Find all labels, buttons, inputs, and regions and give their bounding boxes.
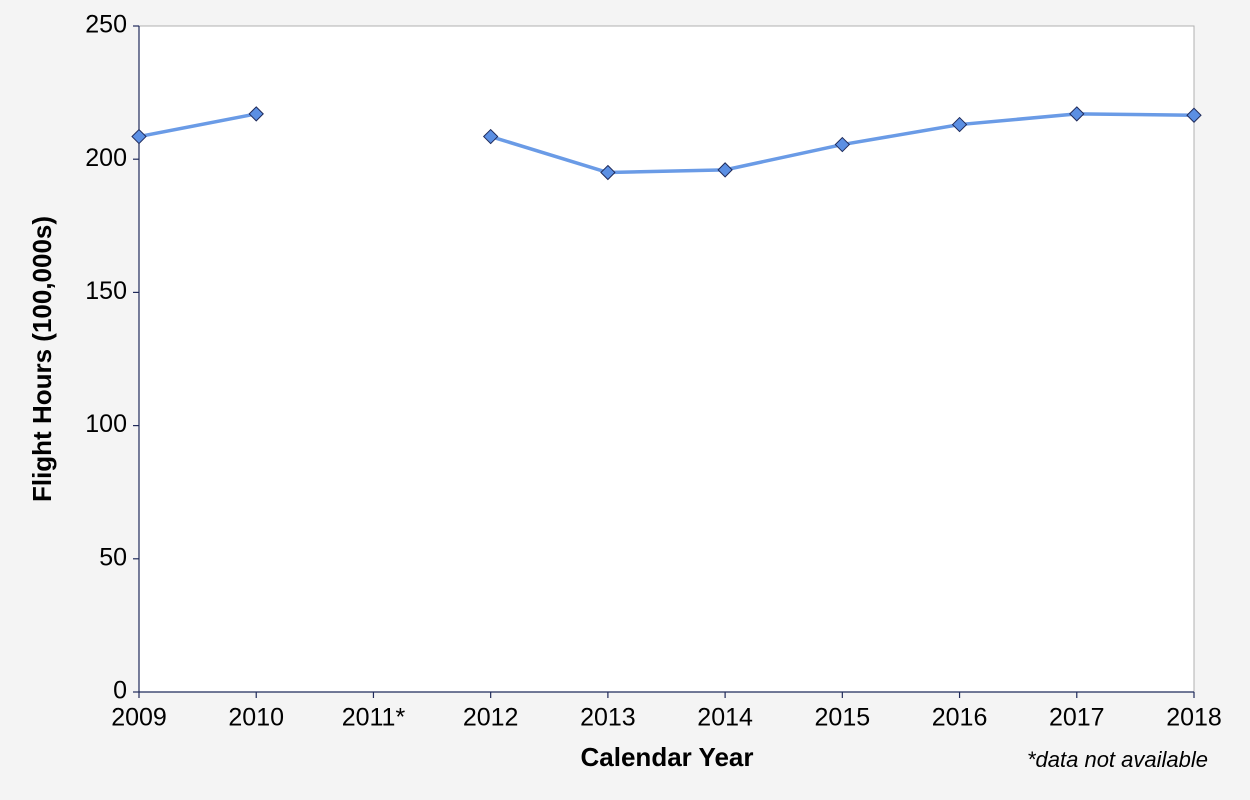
plot-area: [138, 25, 1195, 693]
y-tick-label: 0: [113, 677, 127, 705]
y-tick-label: 250: [85, 11, 127, 39]
x-tick-label: 2016: [932, 704, 988, 732]
marker: [131, 128, 147, 145]
x-tick-label: 2013: [580, 704, 636, 732]
y-tick-label: 50: [99, 543, 127, 571]
y-tick-label: 100: [85, 410, 127, 438]
x-tick-label: 2017: [1049, 704, 1105, 732]
marker: [600, 164, 616, 181]
y-tick-label: 150: [85, 277, 127, 305]
y-axis-title: Flight Hours (100,000s): [27, 216, 57, 502]
y-tick-label: 200: [85, 144, 127, 172]
marker: [1069, 106, 1085, 122]
x-tick-label: 2011*: [342, 704, 406, 732]
marker: [717, 162, 733, 178]
marker: [482, 128, 499, 145]
annotation: *data not available: [1027, 747, 1208, 772]
x-tick-label: 2018: [1166, 704, 1222, 732]
marker: [951, 116, 968, 133]
marker: [834, 136, 851, 153]
x-tick-label: 2014: [697, 704, 753, 732]
marker: [1186, 107, 1202, 123]
x-tick-label: 2010: [228, 704, 284, 732]
x-tick-label: 2012: [463, 704, 519, 732]
x-axis-title: Calendar Year: [581, 742, 754, 772]
marker: [248, 106, 264, 122]
x-tick-label: 2015: [815, 704, 871, 732]
x-tick-label: 2009: [111, 704, 167, 732]
